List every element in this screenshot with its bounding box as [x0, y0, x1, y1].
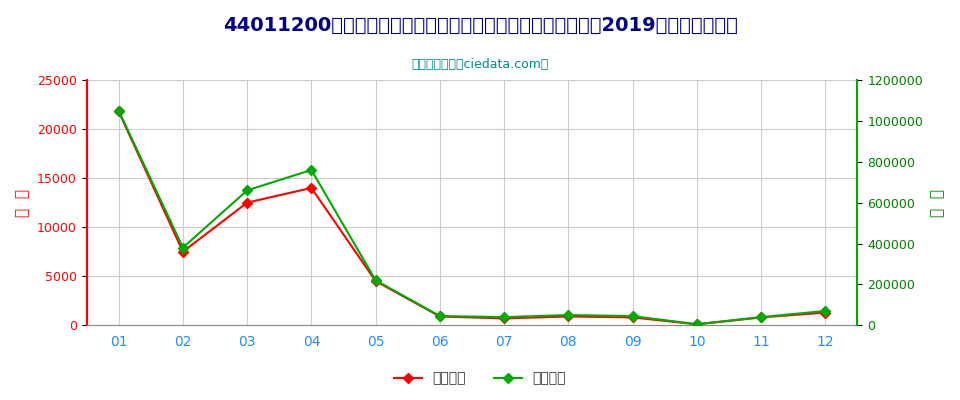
进口数量 — [370, 278, 381, 283]
Text: 44011200非针叶木薪柴（圆木段、块、枝、成捆或类似形状）2019年进口月度走势: 44011200非针叶木薪柴（圆木段、块、枝、成捆或类似形状）2019年进口月度… — [223, 16, 737, 35]
进口数量 — [241, 188, 252, 193]
进口数量 — [178, 245, 189, 250]
进口数量 — [305, 168, 317, 172]
进口数量 — [434, 314, 445, 318]
进口美元 — [370, 279, 381, 284]
进口美元 — [563, 314, 574, 319]
进口美元 — [178, 249, 189, 254]
进口美元 — [305, 186, 317, 190]
进口美元 — [691, 322, 703, 327]
进口数量 — [498, 315, 510, 320]
进口美元 — [434, 314, 445, 319]
进口数量 — [113, 108, 125, 113]
进口数量 — [563, 313, 574, 318]
进口美元 — [820, 310, 831, 315]
Text: 进出口服务网（ciedata.com）: 进出口服务网（ciedata.com） — [411, 58, 549, 71]
进口数量 — [691, 322, 703, 327]
进口美元 — [498, 316, 510, 321]
Line: 进口数量: 进口数量 — [115, 107, 828, 328]
进口美元 — [241, 200, 252, 205]
进口美元 — [756, 315, 767, 320]
进口数量 — [627, 314, 638, 318]
Legend: 进口美元, 进口数量: 进口美元, 进口数量 — [388, 366, 572, 391]
进口美元 — [627, 315, 638, 320]
Line: 进口美元: 进口美元 — [115, 108, 828, 328]
进口数量 — [820, 308, 831, 313]
进口数量 — [756, 315, 767, 320]
Y-axis label: 数  量: 数 量 — [930, 189, 945, 217]
Y-axis label: 金  额: 金 额 — [15, 189, 30, 217]
进口美元 — [113, 109, 125, 114]
